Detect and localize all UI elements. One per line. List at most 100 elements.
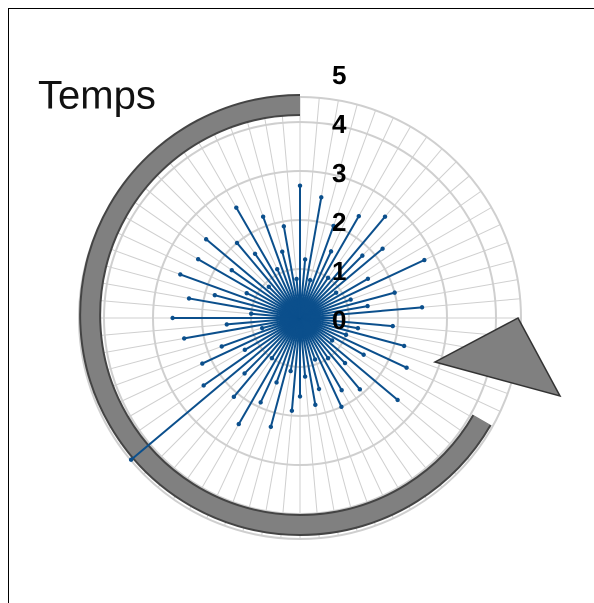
value-spoke <box>299 317 408 369</box>
value-dot <box>244 290 249 296</box>
value-dot <box>275 266 280 272</box>
value-dot <box>332 315 337 321</box>
value-dot <box>343 332 349 337</box>
value-dot <box>266 284 272 290</box>
value-spoke <box>299 317 393 328</box>
value-dot <box>229 268 234 273</box>
arrow-arc <box>81 96 490 534</box>
value-spoke <box>235 207 301 319</box>
value-dot <box>313 402 318 408</box>
value-dot <box>195 257 201 262</box>
value-dot <box>390 323 395 329</box>
value-spoke <box>269 317 301 428</box>
value-dot <box>365 276 371 281</box>
value-dot <box>260 214 266 219</box>
value-spoke <box>282 226 301 319</box>
value-dot <box>342 360 348 366</box>
value-dot <box>178 272 183 277</box>
grid-circle <box>78 96 522 540</box>
value-dot <box>328 249 334 254</box>
value-dot <box>302 257 308 262</box>
value-spoke <box>184 317 301 340</box>
value-spoke <box>130 317 301 461</box>
value-spoke <box>203 317 301 387</box>
value-dot <box>307 277 313 283</box>
value-dot <box>201 383 206 388</box>
value-dot <box>319 195 324 200</box>
value-spoke <box>299 225 335 319</box>
value-dot <box>212 292 218 298</box>
value-spoke <box>214 294 301 319</box>
tick-label: 3 <box>332 158 346 188</box>
value-dot <box>170 315 175 321</box>
value-dot <box>219 344 224 349</box>
value-dot <box>355 326 361 331</box>
value-spoke <box>205 238 301 319</box>
value-dot <box>312 357 318 362</box>
value-dot <box>280 249 285 254</box>
tick-label: 0 <box>332 305 346 335</box>
value-spoke <box>197 258 301 319</box>
frame <box>8 8 594 603</box>
value-dot <box>325 355 331 361</box>
value-spoke <box>299 247 384 319</box>
value-dot <box>297 394 303 399</box>
value-dot <box>339 387 344 393</box>
value-spoke <box>299 197 323 319</box>
value-spoke <box>299 215 360 319</box>
tick-label: 4 <box>332 109 347 139</box>
value-dot <box>333 290 339 295</box>
value-dot <box>401 343 407 349</box>
value-dot <box>224 322 229 327</box>
value-spoke <box>299 291 395 319</box>
value-spoke <box>262 216 301 319</box>
value-dot <box>339 404 344 410</box>
tick-label: 2 <box>332 207 346 237</box>
value-dot <box>259 325 265 331</box>
value-dot <box>248 311 254 316</box>
value-spoke <box>233 317 301 398</box>
value-dot <box>294 276 299 282</box>
value-dot <box>268 424 274 430</box>
value-spoke <box>299 317 320 390</box>
value-dot <box>242 371 247 376</box>
value-dot <box>274 380 279 385</box>
value-dot <box>302 374 308 379</box>
value-dot <box>297 183 303 188</box>
value-dot <box>288 368 293 374</box>
value-dot <box>422 257 427 263</box>
value-spoke <box>299 317 405 347</box>
value-spoke <box>299 216 386 319</box>
value-dot <box>395 397 400 403</box>
value-dot <box>392 290 397 295</box>
value-spoke <box>179 273 301 319</box>
value-dot <box>231 394 237 400</box>
tick-label: 1 <box>332 256 346 286</box>
value-spoke <box>221 317 301 348</box>
value-dot <box>236 421 241 427</box>
value-spoke <box>226 317 301 326</box>
value-spoke <box>231 269 301 319</box>
value-spoke <box>299 317 343 391</box>
value-spoke <box>188 297 301 319</box>
value-dot <box>181 336 187 341</box>
value-dot <box>329 338 335 343</box>
value-dot <box>419 305 425 310</box>
value-dot <box>316 386 322 392</box>
value-dot <box>234 240 240 246</box>
value-dot <box>289 408 295 413</box>
value-spoke <box>299 317 361 390</box>
value-spoke <box>299 317 343 408</box>
value-dot <box>365 303 370 309</box>
value-dot <box>331 223 336 229</box>
value-dot <box>404 365 409 370</box>
value-dot <box>382 214 388 219</box>
value-dot <box>361 352 366 357</box>
value-dot <box>325 275 331 281</box>
value-spoke <box>259 317 301 403</box>
value-spoke <box>299 277 369 319</box>
value-dot <box>128 457 134 462</box>
value-spoke <box>299 317 317 406</box>
